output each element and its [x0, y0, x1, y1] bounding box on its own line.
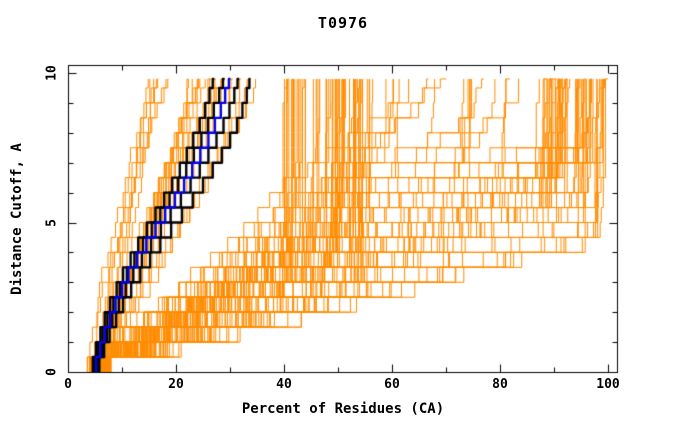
x-tick-label: 100	[596, 377, 620, 392]
chart-title: T0976	[317, 14, 369, 32]
y-tick-label: 10	[44, 65, 60, 81]
x-tick-label: 20	[168, 377, 184, 392]
x-tick-label: 80	[492, 377, 508, 392]
y-tick-label: 0	[44, 368, 60, 376]
y-axis-label: Distance Cutoff, A	[9, 143, 25, 295]
x-tick-label: 0	[64, 377, 72, 392]
y-tick-label: 5	[44, 218, 60, 227]
x-tick-label: 60	[384, 377, 400, 392]
x-axis-label: Percent of Residues (CA)	[241, 401, 445, 417]
x-tick-label: 40	[276, 377, 292, 392]
